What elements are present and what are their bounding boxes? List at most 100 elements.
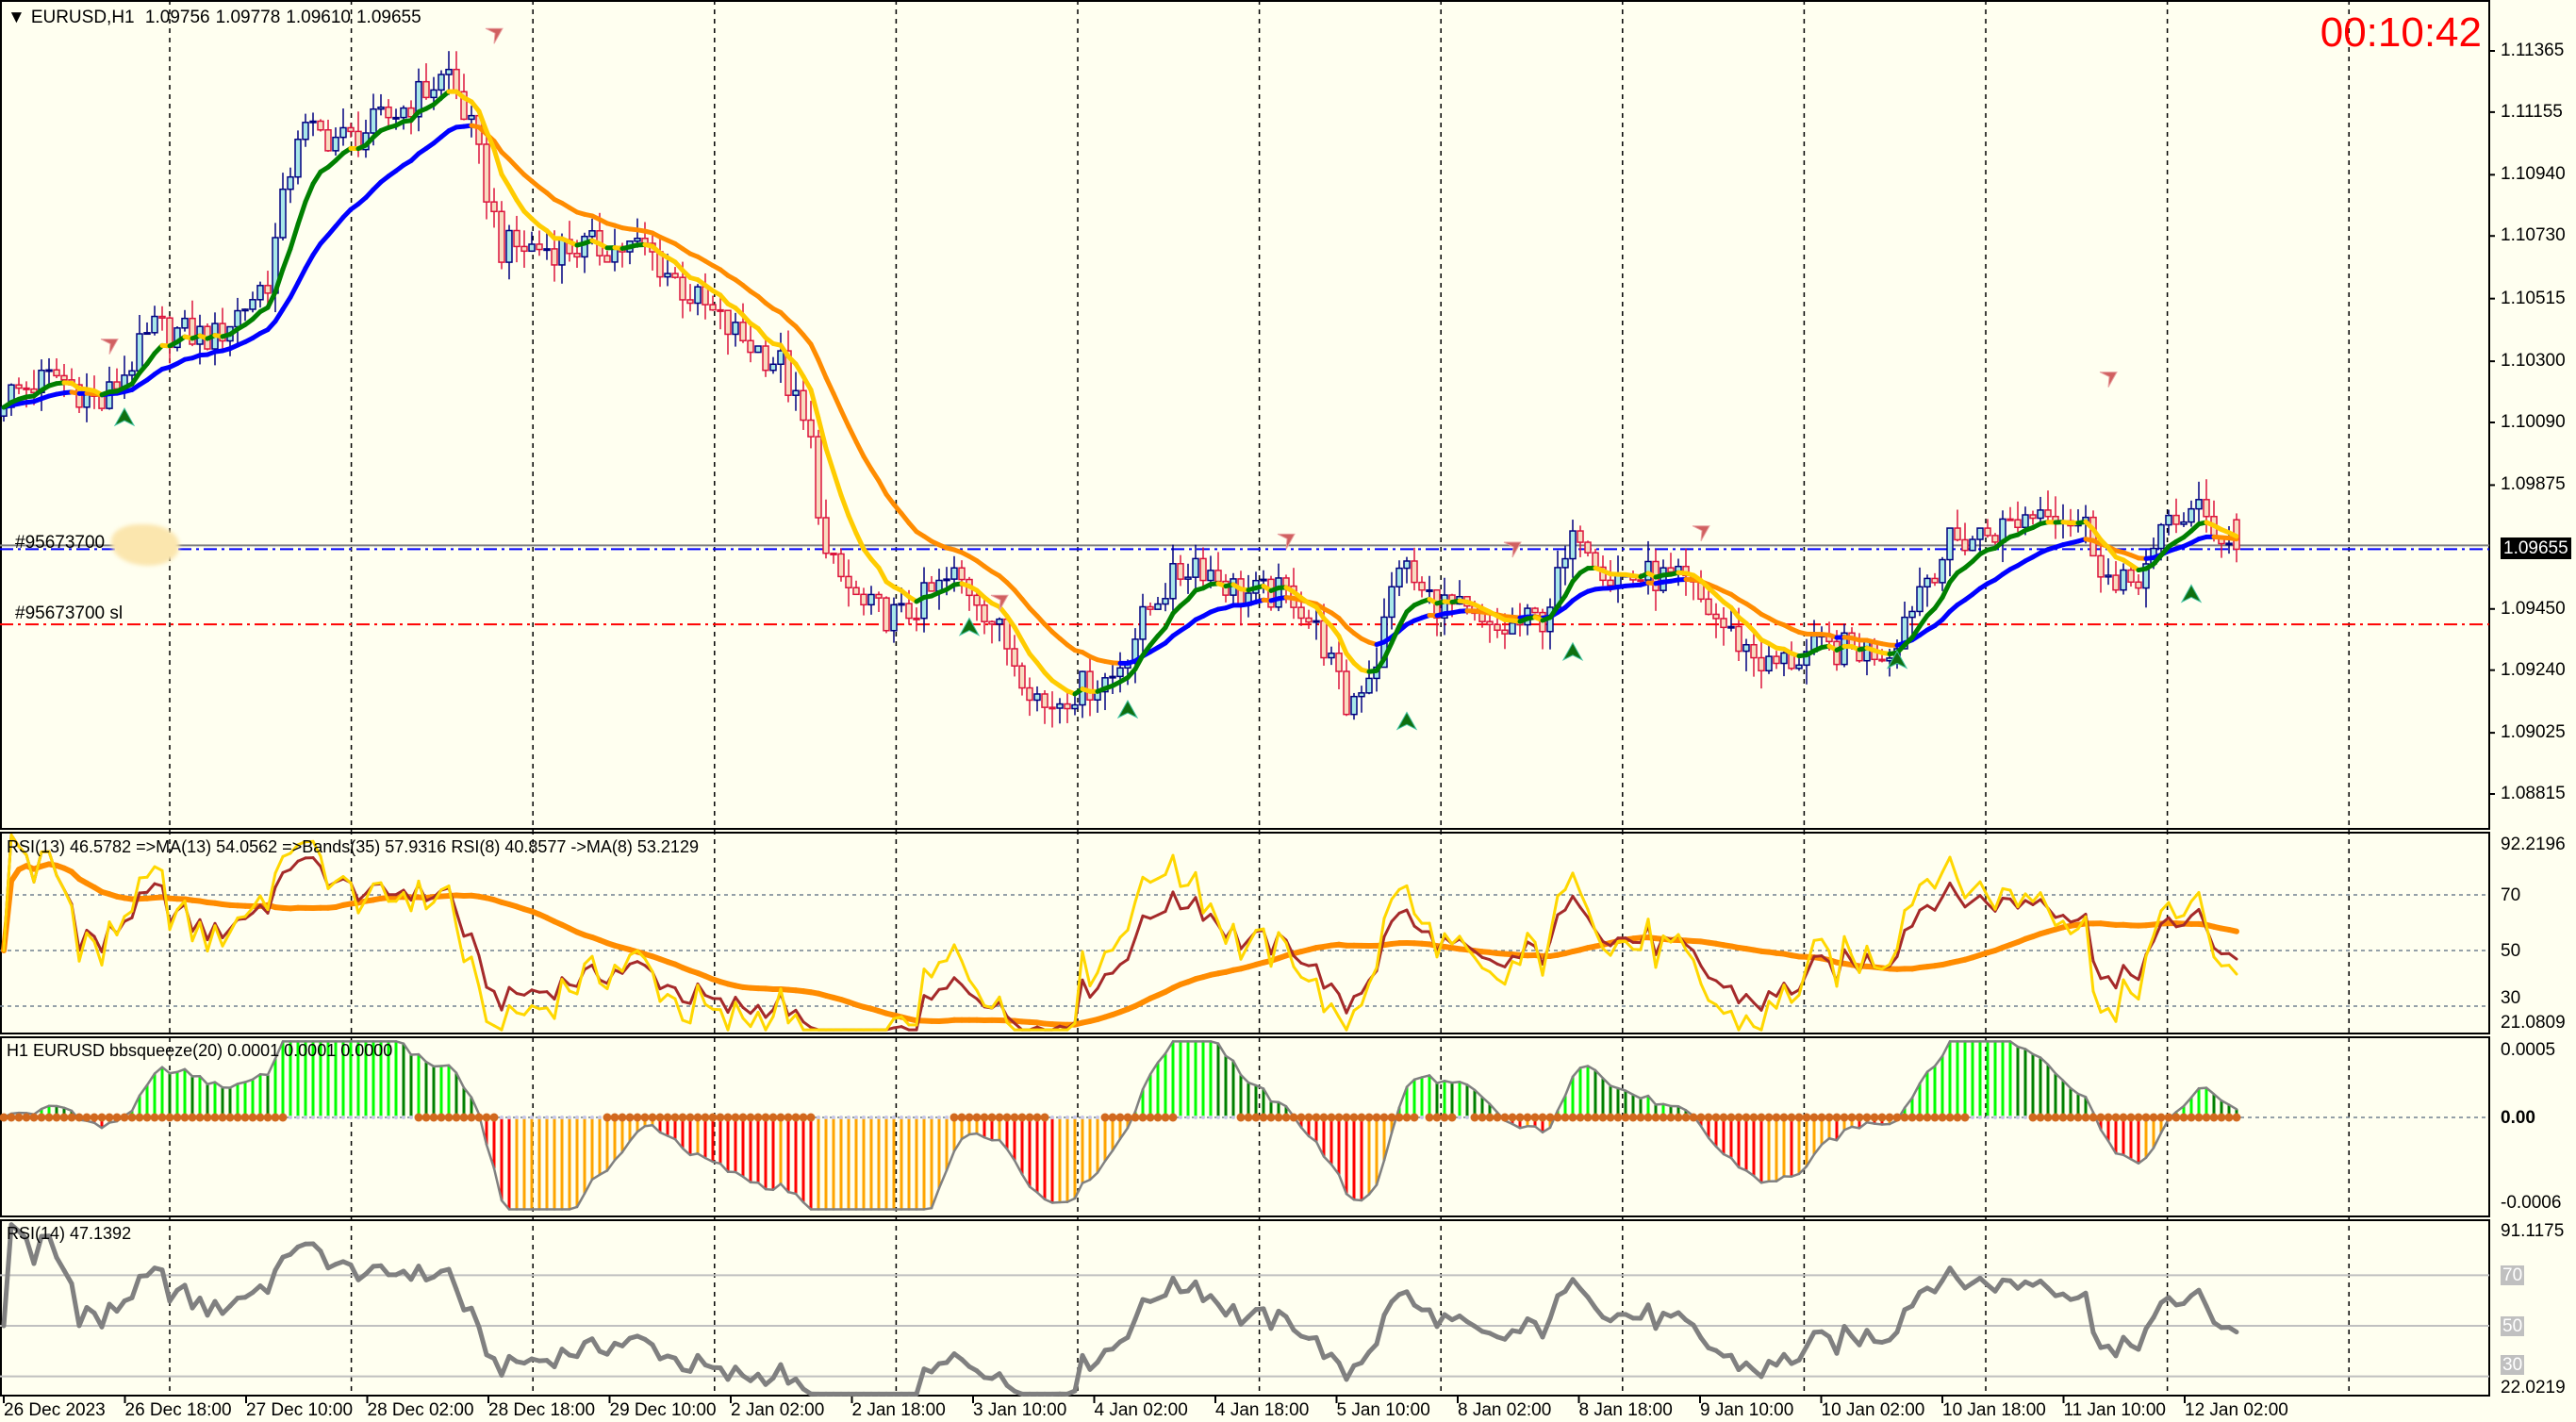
slow-ma-segment — [303, 252, 316, 272]
rsi8-segment — [485, 1019, 496, 1028]
rsi13-segment — [1918, 903, 1929, 912]
squeeze-outline-segment — [703, 1156, 715, 1164]
squeeze-dot — [1628, 1113, 1638, 1122]
rsi13-segment — [1503, 954, 1514, 968]
candle-body — [1773, 655, 1780, 665]
squeeze-dot — [746, 1113, 755, 1122]
rsi13-segment — [1910, 908, 1922, 928]
rsi14-segment — [1517, 1316, 1530, 1334]
rsi14-segment — [2196, 1287, 2209, 1309]
candle-body — [1365, 677, 1373, 694]
rsi8-segment — [1375, 917, 1386, 969]
candle-body — [1237, 578, 1245, 606]
squeeze-outline-segment — [1865, 1121, 1876, 1125]
time-tick-label: 27 Dec 10:00 — [246, 1400, 354, 1420]
squeeze-dot — [2134, 1113, 2143, 1122]
squeeze-dot — [1930, 1113, 1940, 1122]
fast-ma-segment — [1336, 634, 1349, 656]
squeeze-outline-segment — [1111, 1137, 1122, 1152]
squeeze-outline-segment — [1533, 1125, 1544, 1134]
rsi13-segment — [190, 918, 202, 934]
squeeze-outline-segment — [2152, 1132, 2163, 1149]
squeeze-dot — [319, 1116, 322, 1119]
squeeze-outline-segment — [937, 1168, 949, 1190]
rsi14-segment — [1336, 1360, 1349, 1382]
price-tick-label: 1.09240 — [2501, 659, 2566, 680]
rsi8-segment — [123, 909, 134, 918]
collapse-triangle-icon[interactable]: ▼ — [8, 8, 25, 27]
rsi8-segment — [2039, 891, 2050, 911]
squeeze-dot — [869, 1116, 873, 1119]
squeeze-dot — [1244, 1113, 1253, 1122]
rsi13-segment — [1126, 936, 1137, 962]
squeeze-outline-segment — [930, 1186, 941, 1210]
candle-body — [1214, 570, 1222, 583]
squeeze-outline-segment — [983, 1136, 994, 1142]
squeeze-dot — [949, 1113, 959, 1122]
squeeze-dot — [474, 1113, 484, 1122]
squeeze-dot — [1073, 1116, 1077, 1119]
squeeze-dot — [1689, 1113, 1698, 1122]
rsi14-segment — [348, 1262, 361, 1282]
squeeze-outline-segment — [922, 1206, 933, 1211]
squeeze-dot — [670, 1113, 680, 1122]
squeeze-outline-segment — [681, 1147, 692, 1157]
sell-arrow-icon — [2099, 372, 2118, 388]
rsi8-segment — [1669, 933, 1680, 944]
candle-body — [875, 593, 883, 599]
rsi14-segment — [1, 1222, 14, 1329]
rsi13-segment — [1601, 939, 1612, 948]
squeeze-dot — [937, 1116, 941, 1119]
rsi8-segment — [2197, 891, 2208, 928]
rsi8-segment — [1473, 955, 1484, 970]
squeeze-dot — [1440, 1113, 1449, 1122]
rsi13-segment — [243, 911, 255, 920]
squeeze-dot — [1349, 1113, 1359, 1122]
squeeze-dot — [2141, 1113, 2151, 1122]
candle-body — [332, 136, 339, 152]
rsi8-segment — [1971, 880, 1982, 891]
candle-body — [317, 120, 324, 131]
squeeze-outline-segment — [975, 1132, 986, 1139]
squeeze-dot — [1508, 1113, 1517, 1122]
squeeze-dot — [1892, 1113, 1902, 1122]
squeeze-dot — [52, 1113, 61, 1122]
squeeze-dot — [545, 1116, 549, 1119]
candle-body — [1916, 586, 1924, 613]
rsi14-segment — [1759, 1359, 1772, 1380]
rsi8-segment — [1639, 918, 1650, 951]
squeeze-outline-segment — [786, 1190, 798, 1196]
squeeze-outline-segment — [643, 1124, 654, 1128]
rsi13-segment — [726, 996, 737, 1015]
squeeze-outline-segment — [1307, 1134, 1318, 1143]
sell-arrow-icon — [485, 27, 504, 44]
rsi8-segment — [658, 993, 669, 1003]
squeeze-outline-segment — [2212, 1093, 2223, 1102]
rsi14-segment — [1909, 1289, 1923, 1309]
candle-body — [1350, 695, 1358, 716]
squeeze-dot — [2023, 1116, 2027, 1119]
rsi8-segment — [590, 954, 602, 984]
candle-body — [2188, 507, 2195, 523]
squeeze-dot — [1425, 1113, 1434, 1122]
rsi8-segment — [1337, 1016, 1348, 1032]
rsi13-segment — [1956, 894, 1967, 909]
candle-body — [1901, 616, 1908, 650]
rsi8-segment — [2061, 919, 2072, 935]
rsi8-segment — [1465, 947, 1477, 959]
rsi13-segment — [1186, 896, 1197, 910]
rsi8-segment — [1352, 1003, 1363, 1013]
squeeze-outline-segment — [417, 1052, 428, 1064]
candle-body — [1486, 620, 1494, 626]
candle-body — [256, 285, 264, 301]
candle-body — [1667, 567, 1675, 573]
squeeze-dot — [1870, 1113, 1879, 1122]
rsi14-segment — [46, 1233, 59, 1260]
rsi8-segment — [786, 1013, 798, 1025]
rsi13-segment — [1737, 993, 1748, 1004]
rsi8-segment — [1797, 965, 1808, 997]
squeeze-dot — [1900, 1113, 1909, 1122]
squeeze-dot — [29, 1113, 39, 1122]
candle-body — [1833, 640, 1841, 666]
